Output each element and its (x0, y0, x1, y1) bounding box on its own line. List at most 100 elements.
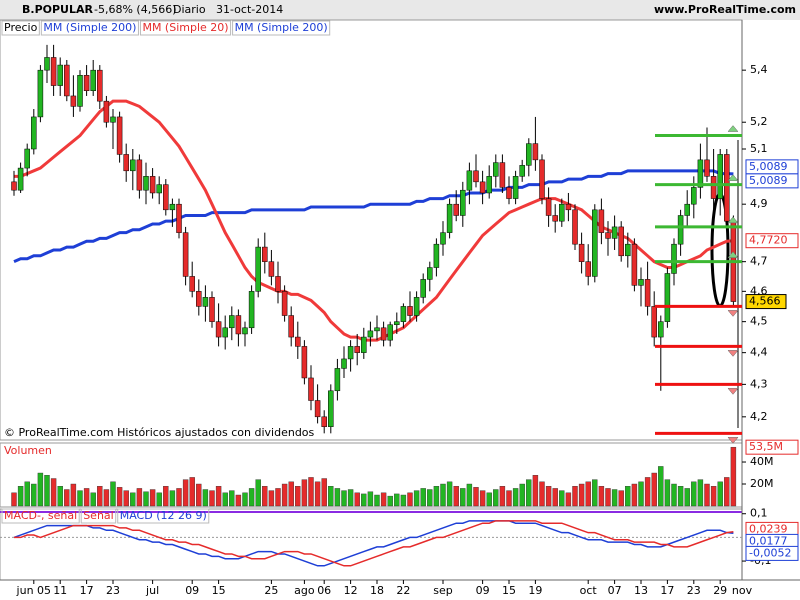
volume-bar (11, 492, 17, 507)
volume-bar (710, 486, 717, 507)
candle-body (545, 198, 552, 216)
volume-bar (532, 475, 539, 507)
candle-body (110, 116, 116, 123)
volume-bar (248, 488, 255, 507)
candle-body (156, 184, 162, 194)
candle-body (215, 321, 222, 338)
volume-bar (281, 483, 288, 507)
source: www.ProRealTime.com (654, 3, 796, 16)
volume-bar (196, 483, 202, 507)
x-tick-label: jul (145, 584, 159, 597)
candle-body (598, 209, 605, 233)
volume-bar (268, 490, 275, 507)
volume-bar (308, 477, 314, 507)
candle-body (559, 203, 565, 222)
legend-entry: MACD (12 26 9) (120, 509, 207, 522)
candle-body (347, 346, 354, 360)
x-tick-label: 11 (53, 584, 67, 597)
volume-bar (572, 486, 578, 507)
candle-body (70, 95, 77, 107)
volume-bar (664, 479, 671, 507)
last-price: 4,566 (749, 295, 781, 308)
candle-body (97, 69, 103, 102)
volume-bar (387, 495, 393, 507)
candle-body (611, 226, 618, 239)
volume-bar (361, 493, 367, 507)
volume-bar (473, 487, 479, 507)
volume-bar (585, 481, 591, 507)
legend-frame (1, 20, 40, 36)
x-tick-label: 22 (396, 584, 410, 597)
volume-bar (215, 486, 222, 507)
legend-frame (40, 20, 139, 36)
x-tick-label: 15 (212, 584, 226, 597)
level-arrow (727, 350, 739, 357)
candle-body (512, 176, 519, 199)
volume-bar (229, 490, 235, 507)
volume-bar (578, 483, 585, 507)
volume-bar (149, 489, 156, 507)
volume-bar (724, 477, 730, 507)
candle-body (11, 181, 17, 191)
macd-line (14, 520, 734, 567)
volume-bar (77, 490, 83, 507)
last-price-box (745, 294, 787, 310)
candle-body (592, 209, 598, 277)
volume-bar (493, 489, 499, 507)
candle-body (354, 346, 360, 353)
volume-bar (222, 492, 228, 507)
candle-body (17, 167, 24, 191)
candle-body (532, 143, 539, 161)
candle-body (182, 232, 189, 277)
volume-bar (440, 483, 446, 507)
legend-frame (117, 508, 210, 524)
volume-bar (433, 486, 440, 507)
volume-bar (57, 486, 63, 507)
candle-body (37, 69, 44, 118)
level-arrow (727, 437, 739, 444)
volume-bar (347, 489, 354, 507)
candle-body (697, 159, 704, 188)
x-tick-label: 25 (264, 584, 278, 597)
level-arrow (727, 251, 739, 258)
candle-body (466, 170, 473, 191)
macd-line (13, 520, 734, 567)
volume-bar (97, 486, 103, 507)
volume-bar (605, 488, 611, 507)
x-tick-label: sep (433, 584, 452, 597)
candle-body (301, 346, 308, 379)
x-tick-label: 29 (713, 584, 727, 597)
candle-body (394, 321, 400, 325)
macd-last-value-box (745, 545, 799, 561)
candle-body (281, 291, 288, 316)
candle-body (229, 315, 235, 329)
x-tick-label: ago (294, 584, 315, 597)
period: Diario (173, 3, 206, 16)
candle-body (361, 336, 367, 353)
volume-bar (545, 486, 552, 507)
candle-body (169, 203, 176, 211)
candle-body (473, 170, 479, 183)
volume-bar (420, 488, 426, 507)
candle-body (189, 276, 195, 292)
volume-bar (182, 479, 189, 507)
candle-body (222, 327, 228, 338)
candle-body (143, 176, 149, 191)
x-tick-label: 19 (528, 584, 542, 597)
volume-bar (116, 487, 123, 507)
candle-body (625, 243, 631, 257)
y-tick-label: 5,1 (750, 142, 768, 155)
candle-body (288, 315, 294, 338)
last-value-box (745, 233, 799, 249)
candle-body (539, 159, 545, 199)
y-tick-label: 5,4 (750, 63, 768, 76)
volume-bar (110, 481, 116, 507)
level-arrow (727, 174, 739, 181)
x-tick-label: 23 (106, 584, 120, 597)
volume-bar (618, 490, 624, 507)
x-tick-label: 12 (344, 584, 358, 597)
candle-body (400, 306, 407, 322)
volume-bar (506, 490, 512, 507)
legend-entry: MM (Simple 200) (235, 21, 328, 34)
legend-frame (1, 508, 80, 524)
